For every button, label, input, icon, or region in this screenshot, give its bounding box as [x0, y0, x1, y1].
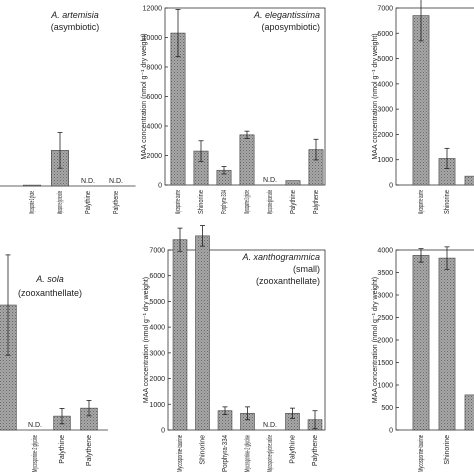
y-tick-label: 2500: [377, 315, 393, 322]
y-tick-label: 1000: [149, 402, 165, 409]
y-tick-label: 1500: [377, 360, 393, 367]
y-tick-label: 7000: [377, 6, 393, 13]
y-tick-label: 2000: [149, 376, 165, 383]
x-tick-label: Mycosporine-2 glycine: [29, 191, 36, 214]
x-tick-label: Mycosporine-taurine: [418, 435, 425, 472]
panel-title: A. sola: [35, 274, 64, 284]
y-tick-label: 6000: [146, 94, 162, 101]
x-tick-label: Palythene: [86, 435, 93, 466]
y-tick-label: 10000: [143, 35, 163, 42]
y-tick-label: 2000: [146, 153, 162, 160]
y-tick-label: 0: [389, 183, 393, 190]
x-tick-label: Mycosporine-glycine:valine: [57, 191, 64, 214]
panel-title: (aposymbiotic): [261, 22, 320, 32]
x-tick-label: Palythine: [290, 190, 297, 214]
panel-title: A. artemisia: [50, 10, 99, 20]
bar: [195, 235, 210, 431]
y-tick-label: 4000: [377, 248, 393, 255]
x-tick-label: Shinorine: [444, 190, 451, 214]
y-tick-label: 5000: [149, 299, 165, 306]
bar: [412, 255, 430, 431]
x-tick-label: Mycosporine-glycine:valine: [267, 190, 274, 214]
y-axis-label: MAA concentration (nmol g⁻¹ dry weight): [143, 277, 150, 403]
y-tick-label: 3000: [149, 350, 165, 357]
y-tick-label: 4000: [146, 124, 162, 131]
x-tick-label: Palythine: [290, 435, 297, 464]
x-tick-label: Mycosporine-2 glycine: [32, 435, 39, 472]
y-axis-label: MAA concentration (nmol g⁻¹ dry weight): [372, 33, 379, 159]
x-tick-label: Palythene: [313, 190, 320, 214]
panel-title: (zooxanthellate): [256, 276, 320, 286]
y-tick-label: 4000: [149, 325, 165, 332]
plot-frame: [395, 7, 474, 186]
y-tick-label: 2000: [377, 132, 393, 139]
x-tick-label: Mycosporine-2 glycine: [245, 435, 252, 472]
x-tick-label: Shinorine: [198, 190, 205, 214]
y-tick-label: 2000: [377, 338, 393, 345]
x-tick-label: Mycosporine-taurine: [418, 190, 425, 214]
x-tick-label: Porphyra-334: [221, 190, 228, 214]
y-tick-label: 3000: [377, 293, 393, 300]
value-label: N.D.: [81, 178, 95, 185]
y-axis-label: MAA concentration (nmol g⁻¹ dry weight): [372, 277, 379, 403]
x-tick-label: Palythene: [312, 435, 319, 466]
panel-title: (asymbiotic): [51, 22, 100, 32]
x-tick-label: Palythine: [59, 435, 66, 464]
bar: [464, 175, 474, 186]
bar: [438, 257, 456, 431]
plot-frame: [395, 249, 474, 431]
y-tick-label: 4000: [377, 81, 393, 88]
bar: [464, 394, 474, 431]
x-tick-label: Mycosporine-taurine: [177, 435, 184, 472]
value-label: N.D.: [109, 178, 123, 185]
y-tick-label: 0: [389, 428, 393, 435]
y-tick-label: 3000: [377, 107, 393, 114]
y-tick-label: 5000: [377, 56, 393, 63]
panel-title: A. xanthogrammica: [241, 252, 320, 262]
panel-title: (zooxanthellate): [18, 288, 82, 298]
value-label: N.D.: [263, 177, 277, 184]
bar: [285, 180, 301, 186]
x-tick-label: Shinorine: [444, 435, 451, 465]
x-tick-label: Palythine: [85, 191, 92, 214]
y-tick-label: 7000: [149, 248, 165, 255]
y-tick-label: 6000: [149, 273, 165, 280]
y-tick-label: 1000: [377, 157, 393, 164]
panel-title: A. elegantissima: [253, 10, 320, 20]
x-tick-label: Mycosporine-glycine:valine: [267, 435, 274, 472]
x-tick-label: Palythene: [113, 191, 120, 214]
bar: [23, 184, 41, 187]
y-tick-label: 0: [158, 183, 162, 190]
y-tick-label: 8000: [146, 65, 162, 72]
bar: [239, 134, 255, 186]
value-label: N.D.: [28, 422, 42, 429]
y-tick-label: 12000: [143, 6, 163, 13]
y-axis-label: MAA concentration (nmol g⁻¹ dry weight): [141, 33, 148, 159]
y-tick-label: 500: [381, 405, 393, 412]
y-tick-label: 0: [161, 428, 165, 435]
y-tick-label: 3500: [377, 270, 393, 277]
x-tick-label: Mycosporine-taurine: [175, 190, 182, 214]
bar: [172, 239, 188, 431]
panel-title: (small): [293, 264, 320, 274]
x-tick-label: Shinorine: [200, 435, 207, 465]
y-tick-label: 1000: [377, 383, 393, 390]
y-tick-label: 6000: [377, 31, 393, 38]
x-tick-label: Mycosporine-2 glycine: [244, 190, 251, 214]
value-label: N.D.: [263, 422, 277, 429]
x-tick-label: Porphyra-334: [222, 435, 229, 472]
